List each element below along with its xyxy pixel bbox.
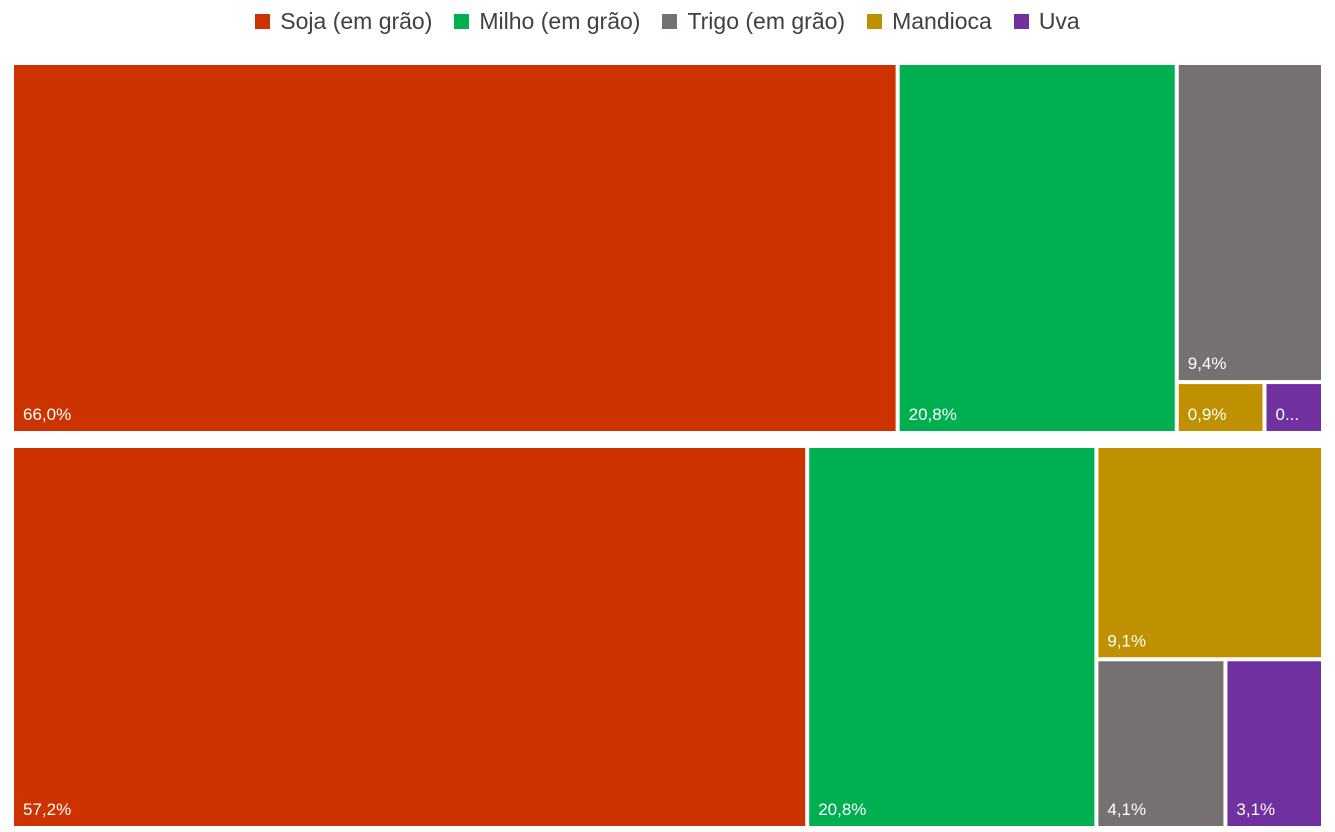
legend-swatch	[1013, 13, 1029, 29]
legend-swatch	[454, 13, 470, 29]
tile-label: 3,1%	[1236, 800, 1275, 819]
legend-item: Milho (em grão)	[454, 8, 640, 35]
legend-label: Milho (em grão)	[479, 7, 641, 34]
treemap-tile	[1266, 384, 1321, 431]
tile-label: 0...	[1275, 405, 1299, 424]
tile-label: 20,8%	[909, 405, 957, 424]
legend-swatch	[662, 13, 678, 29]
treemap-tile	[1227, 661, 1321, 826]
tile-label: 20,8%	[818, 800, 866, 819]
tile-label: 9,1%	[1107, 631, 1146, 650]
treemap-tile	[14, 448, 806, 826]
legend-label: Trigo (em grão)	[687, 7, 846, 34]
legend-label: Uva	[1038, 7, 1080, 34]
legend-item: Mandioca	[867, 8, 992, 35]
treemap-tile	[1178, 384, 1263, 431]
tile-label: 4,1%	[1107, 800, 1146, 819]
legend-label: Soja (em grão)	[280, 7, 433, 34]
treemap-tile	[14, 65, 896, 431]
treemap-tile	[809, 448, 1095, 826]
legend-item: Uva	[1013, 7, 1080, 35]
tile-label: 57,2%	[23, 800, 71, 819]
tile-label: 9,4%	[1188, 354, 1227, 373]
legend-swatch	[867, 13, 883, 29]
legend-swatch	[255, 13, 271, 29]
legend-item: Trigo (em grão)	[662, 8, 845, 35]
treemap-tile	[1178, 65, 1321, 381]
treemap-tile	[1098, 661, 1224, 826]
legend-item: Soja (em grão)	[255, 8, 432, 35]
chart-legend: Soja (em grão) Milho (em grão) Trigo (em g…	[0, 4, 1335, 38]
tile-label: 66,0%	[23, 405, 71, 424]
treemap-tile	[1098, 448, 1321, 658]
treemap-tile	[899, 65, 1175, 431]
tile-label: 0,9%	[1188, 405, 1227, 424]
legend-label: Mandioca	[892, 7, 992, 34]
